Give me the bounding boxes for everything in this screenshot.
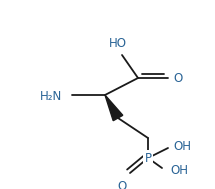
- Text: HO: HO: [109, 37, 127, 50]
- Text: O: O: [117, 180, 127, 189]
- Text: OH: OH: [173, 140, 191, 153]
- Text: H₂N: H₂N: [40, 91, 62, 104]
- Text: OH: OH: [170, 163, 188, 177]
- Text: O: O: [173, 71, 182, 84]
- Polygon shape: [105, 95, 123, 121]
- Text: P: P: [144, 152, 152, 164]
